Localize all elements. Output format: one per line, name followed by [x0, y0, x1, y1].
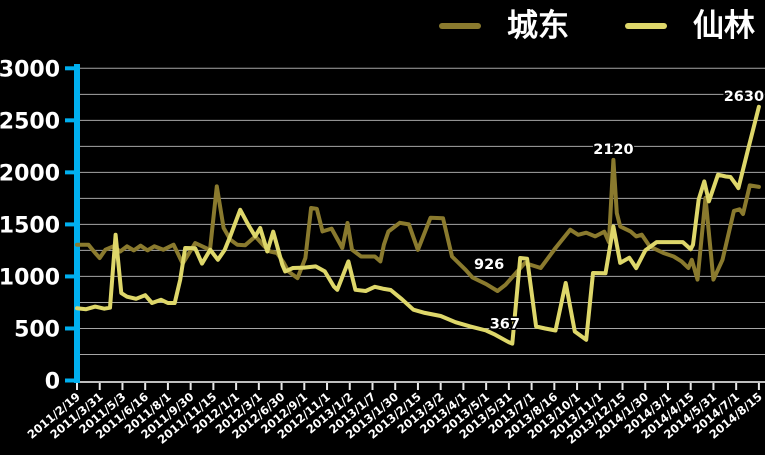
y-tick-label: 0	[45, 370, 60, 395]
y-tick-label: 1000	[0, 265, 60, 290]
legend-swatch-chengdong-icon	[439, 23, 481, 29]
y-tick-label: 3000	[0, 57, 60, 82]
legend-label-chengdong: 城东	[507, 7, 569, 44]
y-tick-label: 2000	[0, 161, 60, 186]
y-tick-label: 2500	[0, 109, 60, 134]
legend-item-chengdong: 城东	[439, 7, 569, 44]
data-label: 2630	[724, 89, 764, 105]
legend-swatch-xianlin-icon	[625, 23, 667, 29]
series-line-xianlin	[75, 104, 761, 346]
legend-label-xianlin: 仙林	[693, 7, 755, 44]
y-tick-label: 500	[14, 317, 60, 342]
legend: 城东 仙林	[439, 2, 755, 50]
data-label: 926	[474, 257, 504, 273]
data-label: 2120	[593, 142, 633, 158]
data-label: 367	[490, 316, 520, 332]
series-line-chengdong	[75, 157, 761, 293]
legend-item-xianlin: 仙林	[625, 7, 755, 44]
y-tick-label: 1500	[0, 213, 60, 238]
